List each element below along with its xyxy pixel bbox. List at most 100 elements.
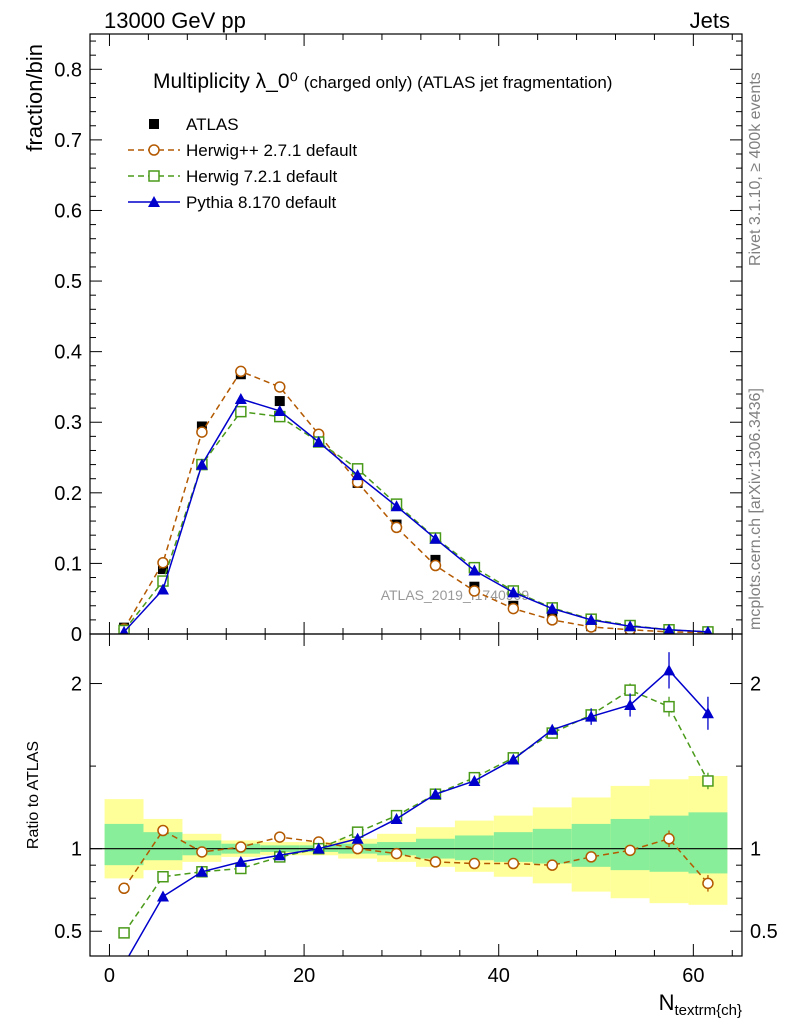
ratio-series-1-line [123,689,709,934]
series-3-point [273,404,286,416]
ratio-series-2-point [118,958,130,969]
main-ytick-label: 0.8 [54,59,82,81]
series-3-point [663,623,675,634]
ratio-series-2-point [468,774,481,786]
ratio-series-2-point [351,832,364,844]
ratio-series-2-point [585,710,598,722]
ratio-series-2-line [127,669,709,956]
main-ytick-label: 0.4 [54,342,82,364]
ratio-series-2-point [156,890,169,902]
series-1-line [123,370,708,634]
series-3-point [585,613,598,625]
legend-label: ATLAS [186,115,239,134]
band-inner [104,823,144,866]
ratio-xtick-label: 0 [104,965,115,987]
main-title-part: Multiplicity λ_0⁰ [153,70,304,93]
series-0-point [274,396,285,407]
ratio-series-0-point [274,831,286,843]
legend-marker [148,170,160,182]
ratio-series-1-point [157,870,169,883]
main-ytick-label: 0.6 [54,200,82,222]
ratio-series-0-point [468,857,481,870]
ratio-series-2-point [312,842,325,854]
ratio-series-2-point [234,855,247,867]
main-ytick-label: 0.5 [54,271,82,293]
band-inner [610,818,650,871]
ratio-series-2-point [429,788,442,800]
main-ytick-label: 0.2 [54,483,82,505]
ratio-series-0-point [118,882,130,895]
legend: ATLAS Herwig++ 2.7.1 default Herwig 7.2.1 … [128,115,357,212]
mcplots-label: mcplots.cern.ch [arXiv:1306.3436] [747,388,764,630]
legend-label: Herwig++ 2.7.1 default [186,141,357,160]
ratio-series-0-point [157,824,169,837]
ratio-series-0-point [702,877,714,890]
main-ytick-label: 0.7 [54,130,82,152]
series-3-point [351,469,364,481]
legend-label: Pythia 8.170 default [186,193,337,212]
ratio-series-2-point [195,865,208,877]
ratio-series-0-point [351,842,364,855]
legend-marker [148,196,160,207]
ratio-series-2-point [624,699,637,711]
series-3-point [156,583,169,595]
series-1-point [546,614,558,626]
main-panel: ATLAS_2019_I174090900.10.20.30.40.50.60.… [22,33,743,646]
ratio-series-2-point [663,664,676,676]
series-3-point [624,620,637,632]
band-inner [454,835,494,861]
series-3-point [468,564,481,576]
ratio-series-0-point [546,859,558,871]
main-data [118,365,714,634]
series-1-point [429,559,442,572]
ratio-series-1-point [663,700,675,713]
series-3-point [312,436,325,447]
ratio-ytick-label-right: 1 [750,839,761,861]
ratio-series-0-point [390,847,403,860]
ratio-series-0-point [429,856,442,868]
ratio-xtick-label: 60 [682,965,704,987]
ratio-series-2-point [390,812,403,824]
ratio-series-0-line [123,829,709,889]
ratio-frame [89,633,743,957]
series-1-point [390,521,403,534]
ratio-series-2-point [273,849,286,861]
ratio-series-1-point [702,775,714,787]
series-3-line [123,398,708,633]
band-inner [532,828,572,864]
series-3-point [390,500,403,512]
ratio-series-2-point [507,753,520,765]
series-1-point [468,585,481,597]
series-3-point [234,392,247,404]
main-ytick-label: 0.3 [54,412,82,434]
legend-label: Herwig 7.2.1 default [186,167,337,186]
series-1-point [507,602,520,615]
x-axis-label-main: N [659,990,675,1015]
ratio-series-0-point [235,841,247,853]
series-1-point [157,556,169,569]
ratio-ytick-label: 1 [71,839,82,861]
series-3-point [703,625,713,634]
rivet-label: Rivet 3.1.10, ≥ 400k events [747,72,764,266]
legend-marker [148,144,160,156]
series-1-point [196,426,208,438]
ratio-series-2-point [546,723,559,735]
band-inner [493,832,533,862]
ratio-ytick-label: 2 [71,674,82,696]
legend-marker [149,119,159,129]
series-1-point [274,381,286,393]
main-ytick-label: 0.1 [54,553,82,575]
ratio-series-0-point [624,844,636,857]
ratio-series-0-point [585,851,597,863]
ratio-series-1-point [118,927,130,939]
band-inner [143,832,183,861]
ratio-xtick-label: 20 [293,965,315,987]
main-ytick-label: 0 [71,624,82,646]
series-2-point [235,405,247,418]
main-title: Multiplicity λ_0⁰ (charged only) (ATLAS … [153,70,612,93]
x-axis-label-sub: textrm{ch} [674,1002,742,1019]
series-3-point [546,602,559,614]
ratio-ytick-label: 0.5 [54,921,82,943]
